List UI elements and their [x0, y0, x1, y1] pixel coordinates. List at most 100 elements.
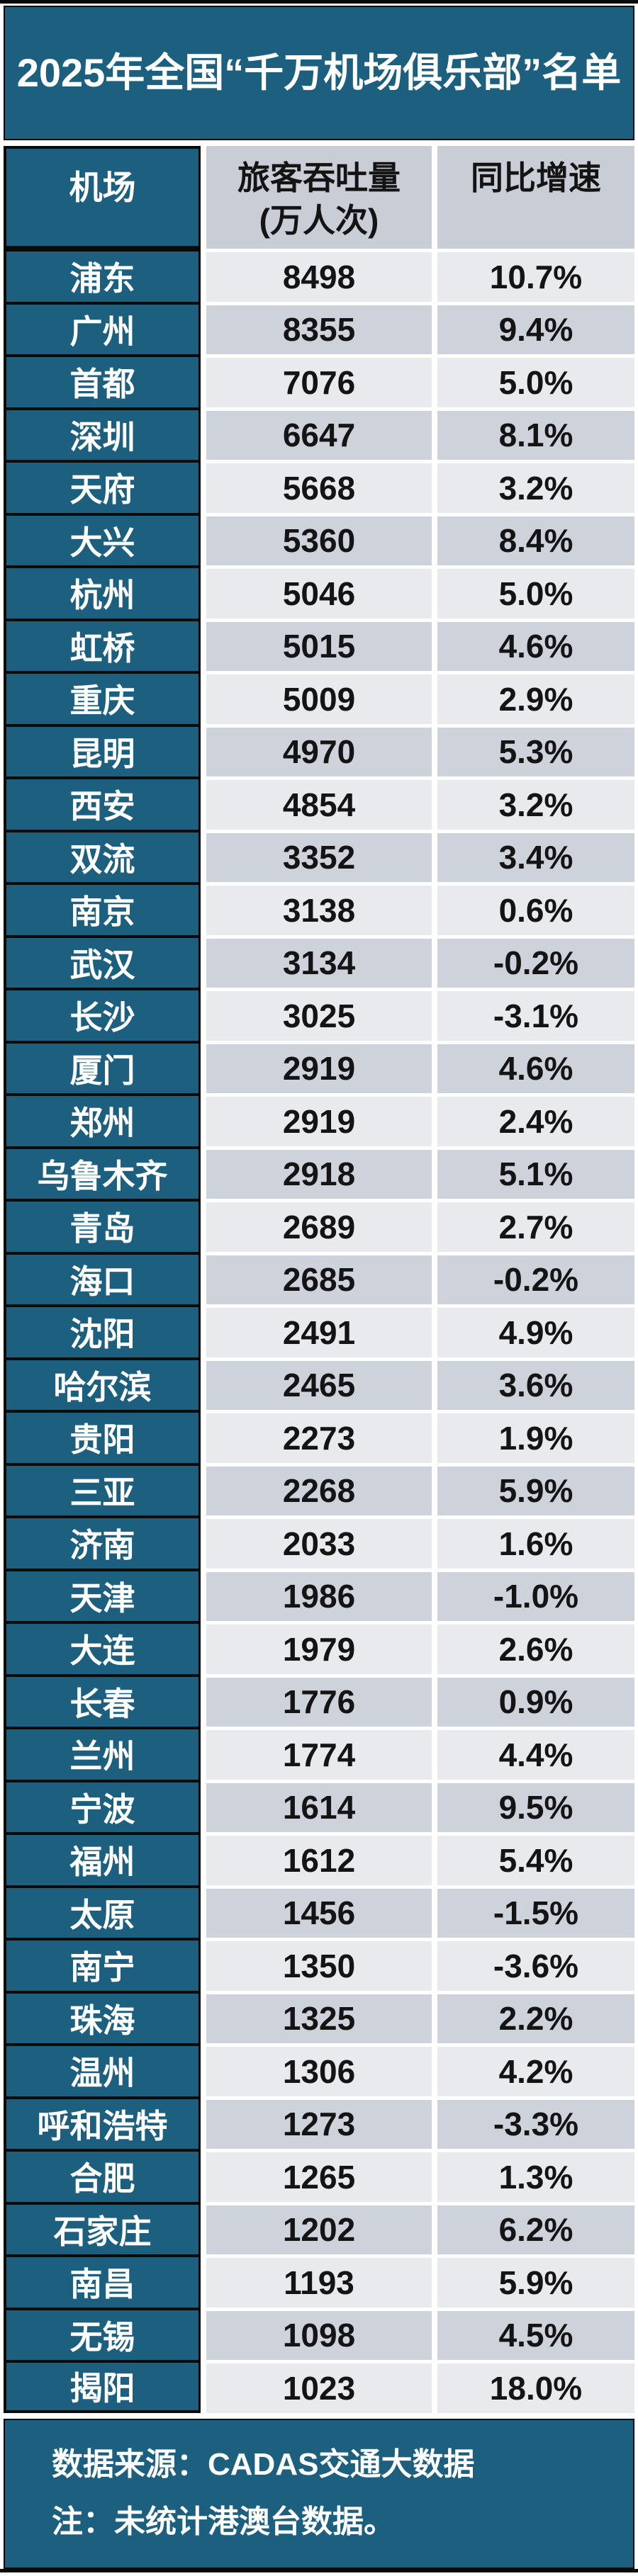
- airport-cell: 首都: [4, 354, 201, 407]
- airport-cell: 天府: [4, 460, 201, 513]
- growth-cell: 4.6%: [437, 1040, 634, 1093]
- airport-cell: 揭阳: [4, 2360, 201, 2413]
- growth-cell: 4.6%: [437, 618, 634, 671]
- growth-cell: 5.9%: [437, 1462, 634, 1515]
- throughput-cell: 3134: [206, 934, 432, 988]
- airport-cell: 西安: [4, 776, 201, 830]
- table-row: 贵阳 2273 1.9%: [4, 1410, 634, 1463]
- growth-cell: -3.3%: [437, 2096, 634, 2149]
- growth-cell: 5.0%: [437, 354, 634, 407]
- throughput-cell: 2689: [206, 1199, 432, 1252]
- table-body: 浦东 8498 10.7% 广州 8355 9.4% 首都 7076 5.0% 深圳 6647 8.1…: [4, 249, 634, 2413]
- throughput-cell: 1023: [206, 2360, 432, 2413]
- airport-cell: 武汉: [4, 934, 201, 988]
- growth-cell: 5.9%: [437, 2254, 634, 2307]
- growth-cell: 3.2%: [437, 776, 634, 830]
- growth-cell: 3.2%: [437, 460, 634, 513]
- growth-cell: 5.1%: [437, 1146, 634, 1199]
- throughput-cell: 1774: [206, 1727, 432, 1780]
- table-row: 首都 7076 5.0%: [4, 354, 634, 407]
- throughput-cell: 1614: [206, 1779, 432, 1832]
- table-row: 长沙 3025 -3.1%: [4, 988, 634, 1041]
- growth-cell: 8.1%: [437, 407, 634, 460]
- throughput-cell: 8498: [206, 249, 432, 302]
- airport-cell: 贵阳: [4, 1410, 201, 1463]
- note-line: 注：未统计港澳台数据。: [52, 2504, 395, 2539]
- growth-cell: -3.1%: [437, 988, 634, 1041]
- table-row: 乌鲁木齐 2918 5.1%: [4, 1146, 634, 1199]
- table-row: 珠海 1325 2.2%: [4, 1990, 634, 2043]
- throughput-cell: 1350: [206, 1938, 432, 1991]
- throughput-cell: 2919: [206, 1093, 432, 1146]
- table-row: 虹桥 5015 4.6%: [4, 618, 634, 671]
- growth-cell: 2.9%: [437, 671, 634, 724]
- airport-cell: 杭州: [4, 565, 201, 618]
- throughput-cell: 2033: [206, 1515, 432, 1569]
- table-row: 大兴 5360 8.4%: [4, 512, 634, 565]
- growth-cell: 2.2%: [437, 1990, 634, 2043]
- throughput-cell: 3138: [206, 882, 432, 935]
- airport-cell: 青岛: [4, 1199, 201, 1252]
- growth-cell: 5.4%: [437, 1832, 634, 1885]
- throughput-cell: 1193: [206, 2254, 432, 2307]
- airport-cell: 沈阳: [4, 1304, 201, 1357]
- airport-cell: 无锡: [4, 2307, 201, 2360]
- table-row: 武汉 3134 -0.2%: [4, 934, 634, 988]
- airport-cell: 厦门: [4, 1040, 201, 1093]
- throughput-cell: 3352: [206, 829, 432, 882]
- table-row: 呼和浩特 1273 -3.3%: [4, 2096, 634, 2149]
- page-title-text: 2025年全国“千万机场俱乐部”名单: [16, 50, 622, 96]
- table-row: 济南 2033 1.6%: [4, 1515, 634, 1569]
- table-row: 揭阳 1023 18.0%: [4, 2360, 634, 2413]
- throughput-cell: 1979: [206, 1621, 432, 1674]
- throughput-cell: 1325: [206, 1990, 432, 2043]
- table-row: 大连 1979 2.6%: [4, 1621, 634, 1674]
- header-throughput-line1: 旅客吞吐量: [237, 159, 401, 196]
- table-row: 昆明 4970 5.3%: [4, 723, 634, 776]
- throughput-cell: 5668: [206, 460, 432, 513]
- airport-cell: 双流: [4, 829, 201, 882]
- growth-cell: 4.4%: [437, 1727, 634, 1780]
- airport-cell: 重庆: [4, 671, 201, 724]
- bottom-edge-bar: [0, 2568, 638, 2572]
- table-row: 沈阳 2491 4.9%: [4, 1304, 634, 1357]
- airport-cell: 呼和浩特: [4, 2096, 201, 2149]
- growth-cell: -1.0%: [437, 1568, 634, 1621]
- table-row: 重庆 5009 2.9%: [4, 671, 634, 724]
- table-row: 双流 3352 3.4%: [4, 829, 634, 882]
- airport-cell: 郑州: [4, 1093, 201, 1146]
- throughput-cell: 1202: [206, 2201, 432, 2254]
- infographic: 2025年全国“千万机场俱乐部”名单 机场 旅客吞吐量 (万人次) 同比增速 浦…: [4, 6, 634, 2569]
- throughput-cell: 4854: [206, 776, 432, 830]
- airport-cell: 大连: [4, 1621, 201, 1674]
- throughput-cell: 1273: [206, 2096, 432, 2149]
- airport-cell: 宁波: [4, 1779, 201, 1832]
- throughput-cell: 5009: [206, 671, 432, 724]
- growth-cell: 3.6%: [437, 1357, 634, 1410]
- growth-cell: 10.7%: [437, 249, 634, 302]
- page-title: 2025年全国“千万机场俱乐部”名单: [4, 6, 634, 140]
- table-row: 深圳 6647 8.1%: [4, 407, 634, 460]
- growth-cell: 2.7%: [437, 1199, 634, 1252]
- throughput-cell: 1776: [206, 1673, 432, 1727]
- airport-cell: 太原: [4, 1885, 201, 1938]
- table-row: 西安 4854 3.2%: [4, 776, 634, 830]
- table-row: 南宁 1350 -3.6%: [4, 1938, 634, 1991]
- throughput-cell: 1456: [206, 1885, 432, 1938]
- table-row: 温州 1306 4.2%: [4, 2043, 634, 2096]
- throughput-cell: 1098: [206, 2307, 432, 2360]
- airport-cell: 海口: [4, 1251, 201, 1304]
- table-row: 太原 1456 -1.5%: [4, 1885, 634, 1938]
- growth-cell: 0.9%: [437, 1673, 634, 1727]
- throughput-cell: 1265: [206, 2149, 432, 2202]
- growth-cell: 4.2%: [437, 2043, 634, 2096]
- growth-cell: 0.6%: [437, 882, 634, 935]
- table-row: 福州 1612 5.4%: [4, 1832, 634, 1885]
- growth-cell: -0.2%: [437, 1251, 634, 1304]
- airport-cell: 大兴: [4, 512, 201, 565]
- growth-cell: -1.5%: [437, 1885, 634, 1938]
- airport-cell: 南宁: [4, 1938, 201, 1991]
- table-row: 厦门 2919 4.6%: [4, 1040, 634, 1093]
- airport-cell: 济南: [4, 1515, 201, 1569]
- airport-cell: 长沙: [4, 988, 201, 1041]
